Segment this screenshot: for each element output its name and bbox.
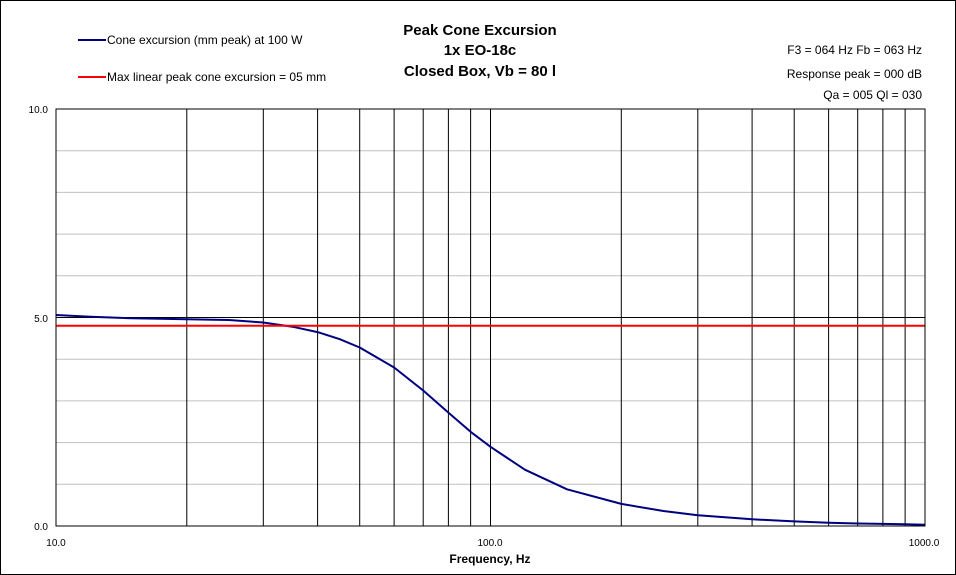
chart-subtitle-box: Closed Box, Vb = 80 l [404, 63, 556, 80]
info-response-peak: Response peak = 000 dB [787, 67, 922, 81]
chart-title: Peak Cone Excursion [403, 22, 556, 39]
x-axis-title: Frequency, Hz [449, 552, 530, 566]
series-layer [55, 314, 926, 526]
x-tick-label-10: 10.0 [46, 538, 66, 549]
legend-label-max-linear: Max linear peak cone excursion = 05 mm [107, 70, 326, 84]
chart-subtitle-model: 1x EO-18c [444, 42, 517, 59]
x-tick-label-1000: 1000.0 [909, 538, 940, 549]
y-tick-label-5: 5.0 [34, 314, 48, 325]
legend: Cone excursion (mm peak) at 100 W Max li… [78, 33, 326, 84]
series-line-cone-excursion [55, 314, 926, 526]
info-qa-ql: Qa = 005 Ql = 030 [823, 88, 922, 102]
info-f3-fb: F3 = 064 Hz Fb = 063 Hz [787, 43, 922, 57]
x-tick-label-100: 100.0 [477, 538, 502, 549]
y-tick-label-10: 10.0 [29, 105, 49, 116]
y-tick-label-0: 0.0 [34, 522, 48, 533]
legend-label-cone-excursion: Cone excursion (mm peak) at 100 W [107, 33, 303, 47]
plot-border [55, 108, 926, 527]
major-gridlines [56, 109, 925, 526]
